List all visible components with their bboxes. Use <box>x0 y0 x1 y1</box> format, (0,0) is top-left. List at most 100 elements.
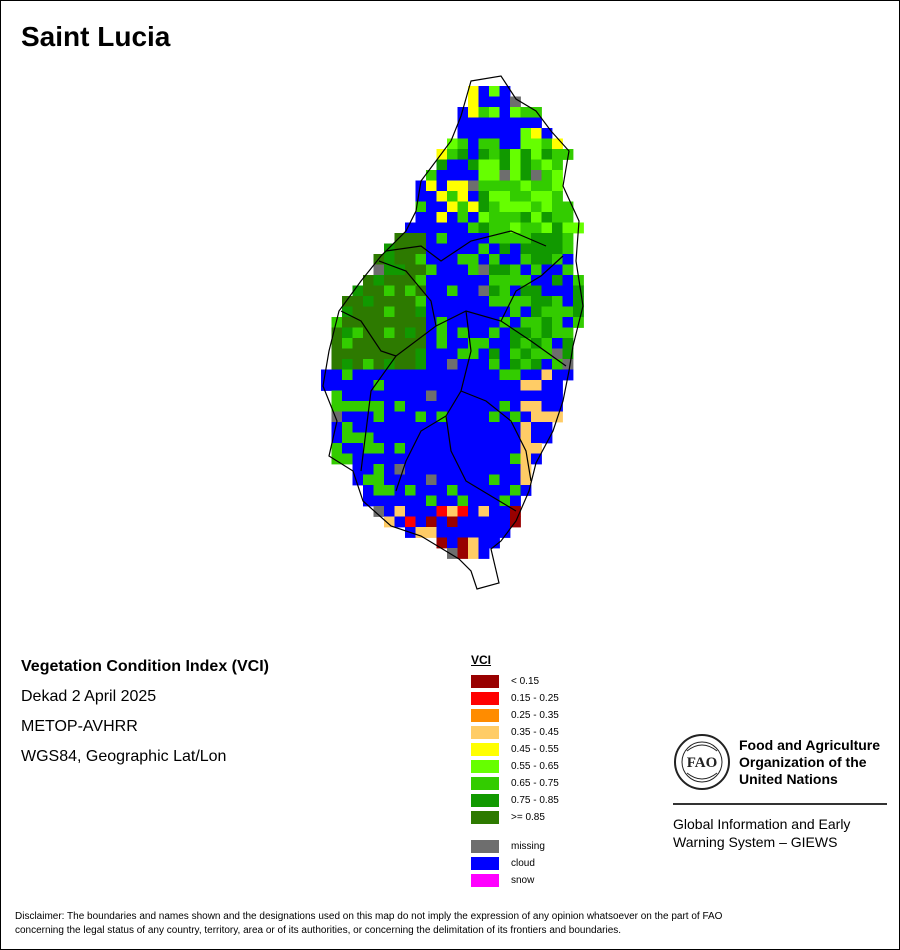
raster-cell <box>499 474 511 486</box>
giews-line2: Warning System – GIEWS <box>673 834 838 850</box>
raster-cell <box>510 275 521 286</box>
district-boundary <box>445 415 517 512</box>
raster-cell <box>552 191 563 202</box>
raster-cell <box>478 149 490 160</box>
raster-cell <box>478 390 490 402</box>
raster-cell <box>426 222 437 234</box>
raster-cell <box>478 233 490 244</box>
raster-cell <box>499 422 511 433</box>
legend-special-label: cloud <box>511 858 535 869</box>
raster-cell <box>384 464 395 475</box>
raster-cell <box>489 390 500 402</box>
raster-cell <box>405 296 416 307</box>
raster-cell <box>331 317 343 328</box>
raster-cell <box>562 201 574 213</box>
raster-cell <box>436 495 448 507</box>
raster-cell <box>499 159 511 171</box>
raster-cell <box>541 369 553 381</box>
raster-cell <box>520 191 532 202</box>
legend-class-row: 0.55 - 0.65 <box>471 758 559 775</box>
legend-special-row: snow <box>471 872 559 889</box>
raster-cell <box>478 464 490 475</box>
raster-cell <box>499 243 511 255</box>
legend-special-swatch <box>471 874 499 887</box>
raster-cell <box>510 506 521 517</box>
raster-cell <box>499 464 511 475</box>
raster-cell <box>405 359 416 370</box>
raster-cell <box>384 369 395 381</box>
raster-cell <box>447 537 458 549</box>
raster-cell <box>405 327 416 339</box>
raster-cell <box>510 191 521 202</box>
raster-cell <box>489 422 500 433</box>
raster-cell <box>499 107 511 118</box>
raster-cell <box>426 201 437 213</box>
raster-cell <box>489 222 500 234</box>
raster-cell <box>520 422 532 433</box>
raster-cell <box>552 201 563 213</box>
raster-cell <box>489 264 500 276</box>
raster-cell <box>342 411 353 423</box>
raster-cell <box>426 527 437 538</box>
raster-cell <box>426 443 437 454</box>
raster-cell <box>499 233 511 244</box>
raster-cell <box>552 348 563 360</box>
raster-cell <box>405 222 416 234</box>
raster-cell <box>426 495 437 507</box>
raster-cell <box>489 411 500 423</box>
raster-cell <box>562 359 574 370</box>
raster-cell <box>531 117 542 129</box>
raster-cell <box>520 275 532 286</box>
raster-cell <box>415 264 427 276</box>
raster-cell <box>394 506 406 517</box>
raster-cell <box>520 453 532 465</box>
raster-cell <box>510 317 521 328</box>
raster-cell <box>384 327 395 339</box>
raster-cell <box>363 390 374 402</box>
raster-cell <box>478 411 490 423</box>
raster-cell <box>363 474 374 486</box>
raster-cell <box>499 201 511 213</box>
raster-cell <box>468 474 479 486</box>
raster-cell <box>405 474 416 486</box>
raster-cell <box>457 138 469 150</box>
raster-cell <box>510 128 521 139</box>
raster-cell <box>468 233 479 244</box>
legend-class-row: 0.65 - 0.75 <box>471 775 559 792</box>
raster-cell <box>468 222 479 234</box>
raster-cell <box>363 317 374 328</box>
raster-cell <box>520 285 532 297</box>
raster-cell <box>489 474 500 486</box>
raster-cell <box>531 348 542 360</box>
raster-cell <box>520 338 532 349</box>
raster-cell <box>520 369 532 381</box>
raster-cell <box>447 348 458 360</box>
raster-cell <box>426 453 437 465</box>
raster-cell <box>468 380 479 391</box>
raster-cell <box>531 201 542 213</box>
raster-cell <box>436 537 448 549</box>
raster-cell <box>478 138 490 150</box>
raster-cell <box>447 485 458 496</box>
raster-cell <box>415 359 427 370</box>
raster-cell <box>489 432 500 444</box>
raster-cell <box>457 474 469 486</box>
raster-cell <box>468 359 479 370</box>
raster-cell <box>478 327 490 339</box>
raster-cell <box>363 453 374 465</box>
raster-cell <box>552 359 563 370</box>
raster-cell <box>352 401 364 412</box>
raster-cell <box>489 107 500 118</box>
raster-cell <box>531 296 542 307</box>
raster-cell <box>489 359 500 370</box>
raster-cell <box>447 369 458 381</box>
raster-cell <box>457 422 469 433</box>
raster-cell <box>457 485 469 496</box>
map-title: Saint Lucia <box>21 21 171 52</box>
raster-cell <box>552 390 563 402</box>
raster-cell <box>499 327 511 339</box>
raster-cell <box>436 285 448 297</box>
raster-cell <box>352 390 364 402</box>
raster-cell <box>489 233 500 244</box>
raster-cell <box>510 254 521 265</box>
